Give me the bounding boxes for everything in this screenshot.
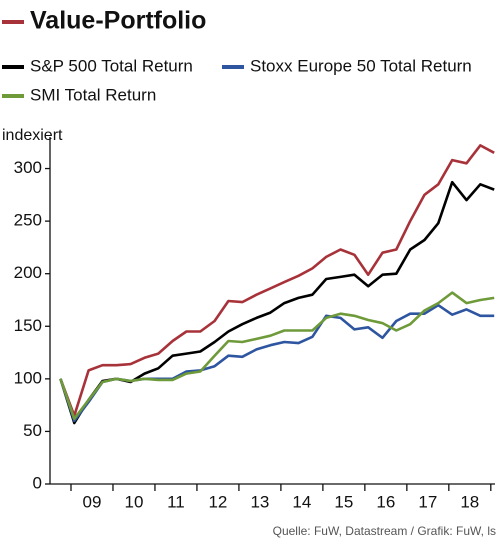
- legend-label: S&P 500 Total Return: [30, 56, 193, 75]
- x-tick-label: 10: [125, 492, 144, 511]
- series-line: [59, 303, 495, 423]
- series-line: [59, 291, 495, 421]
- y-tick-label: 250: [14, 211, 42, 230]
- x-tick-label: 12: [208, 492, 227, 511]
- x-tick-label: 13: [250, 492, 269, 511]
- x-tick-label: 16: [376, 492, 395, 511]
- y-tick-label: 0: [33, 473, 42, 492]
- legend-label: Stoxx Europe 50 Total Return: [250, 56, 472, 75]
- y-tick-label: 100: [14, 368, 42, 387]
- x-tick-label: 15: [334, 492, 353, 511]
- legend-label: SMI Total Return: [30, 85, 156, 104]
- x-tick-label: 09: [83, 492, 102, 511]
- y-tick-label: 150: [14, 316, 42, 335]
- y-tick-label: 300: [14, 158, 42, 177]
- y-tick-label: 50: [23, 421, 42, 440]
- x-tick-label: 14: [292, 492, 311, 511]
- y-axis-label: indexiert: [2, 127, 63, 144]
- y-tick-label: 200: [14, 263, 42, 282]
- x-tick-label: 11: [167, 492, 185, 511]
- series-line: [59, 180, 495, 425]
- x-tick-label: 17: [418, 492, 437, 511]
- source-note: Quelle: FuW, Datastream / Grafik: FuW, l…: [273, 524, 496, 538]
- x-tick-label: 18: [460, 492, 479, 511]
- legend-label: Value-Portfolio: [30, 7, 206, 35]
- series-line: [59, 144, 495, 417]
